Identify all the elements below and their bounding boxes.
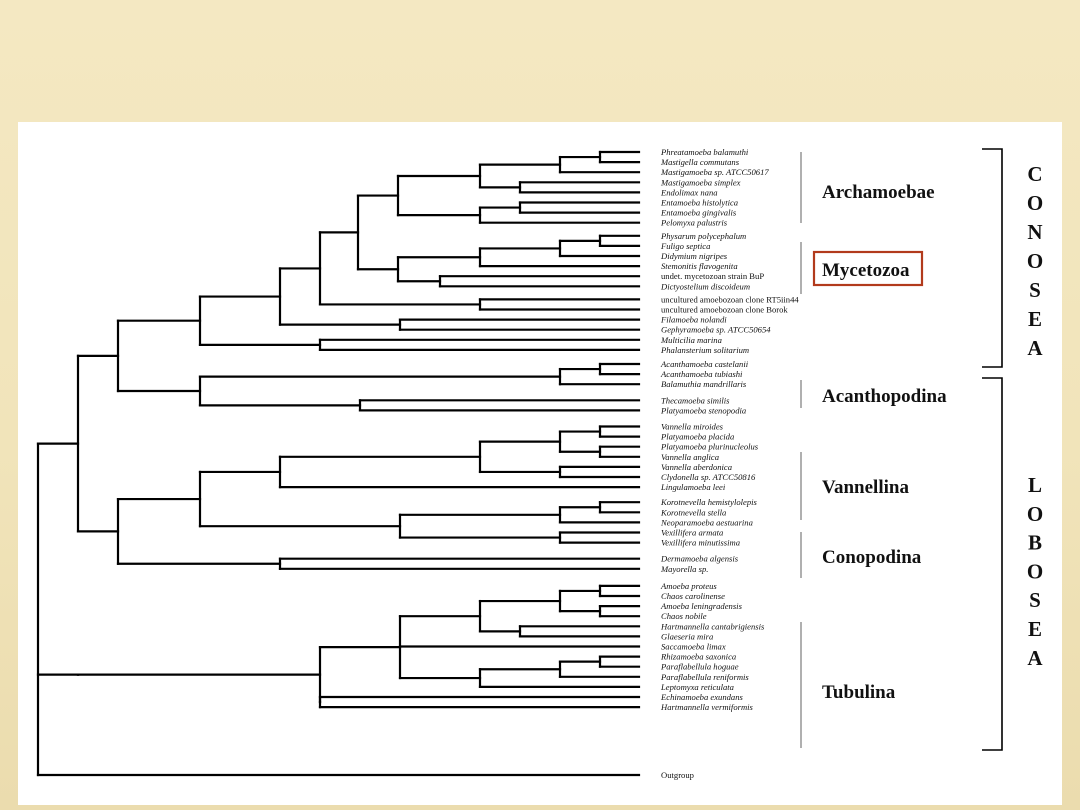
taxon-label: Dictyostelium discoideum bbox=[660, 281, 750, 291]
taxon-label: Korotnevella hemistylolepis bbox=[660, 497, 758, 507]
taxon-label: Fuligo septica bbox=[660, 241, 710, 251]
taxon-label: Filamoeba nolandi bbox=[660, 315, 727, 325]
tree-panel: Phreatamoeba balamuthi Mastigella commuta… bbox=[18, 122, 1062, 805]
taxon-label: Chaos nobile bbox=[661, 611, 707, 621]
taxon-label: Platyamoeba plurinucleolus bbox=[660, 442, 759, 452]
taxon-label: Lingulamoeba leei bbox=[660, 482, 726, 492]
taxon-label: Neoparamoeba aestuarina bbox=[660, 517, 753, 527]
group-label-archamoebae: Archamoebae bbox=[822, 182, 935, 203]
taxon-label: Gephyramoeba sp. ATCC50654 bbox=[661, 325, 771, 335]
group-label-mycetozoa: Mycetozoa bbox=[822, 260, 910, 281]
taxon-label: Platyamoeba stenopodia bbox=[660, 405, 746, 415]
taxon-label: Paraflabellula hoguae bbox=[660, 662, 739, 672]
taxon-label: Multicilia marina bbox=[660, 335, 722, 345]
taxon-label: Vannella miroides bbox=[661, 422, 724, 432]
class-label-letter: N bbox=[1027, 220, 1042, 244]
tree-branches bbox=[36, 150, 641, 777]
taxon-label: Leptomyxa reticulata bbox=[660, 682, 734, 692]
group-label-acanthopodina: Acanthopodina bbox=[822, 386, 947, 407]
conosea-bracket bbox=[982, 148, 1003, 368]
taxon-label: Phalansterium solitarium bbox=[660, 345, 749, 355]
taxon-label: Entamoeba histolytica bbox=[660, 198, 738, 208]
class-label-letter: C bbox=[1027, 162, 1042, 186]
group-label-tubulina: Tubulina bbox=[822, 682, 896, 703]
taxon-label: Acanthamoeba tubiashi bbox=[660, 369, 743, 379]
taxon-label: Hartmannella vermiformis bbox=[660, 702, 754, 712]
taxon-label: Balamuthia mandrillaris bbox=[661, 379, 747, 389]
taxon-label: Amoeba proteus bbox=[660, 581, 717, 591]
class-label-letter: A bbox=[1027, 646, 1043, 670]
taxon-label: Clydonella sp. ATCC50816 bbox=[661, 472, 756, 482]
class-label-letter: B bbox=[1028, 531, 1042, 555]
taxon-label: Vannella aberdonica bbox=[661, 462, 732, 472]
taxon-label: Amoeba leningradensis bbox=[660, 601, 743, 611]
taxon-label: Stemonitis flavogenita bbox=[661, 261, 738, 271]
class-label-letter: E bbox=[1028, 307, 1042, 331]
taxon-label: Thecamoeba similis bbox=[661, 395, 730, 405]
taxon-label: Mastigamoeba sp. ATCC50617 bbox=[660, 167, 769, 177]
taxon-label: Didymium nigripes bbox=[660, 251, 728, 261]
lobosea-bracket bbox=[982, 377, 1003, 751]
mycetozoa-highlight-box bbox=[812, 250, 924, 287]
taxon-label: Korotnevella stella bbox=[660, 507, 726, 517]
class-label-letter: O bbox=[1027, 502, 1043, 526]
taxon-label: Echinamoeba exundans bbox=[660, 692, 744, 702]
class-label-letter: S bbox=[1029, 588, 1041, 612]
taxon-label: Physarum polycephalum bbox=[660, 231, 746, 241]
class-label-letter: L bbox=[1028, 473, 1042, 497]
taxon-label: uncultured amoebozoan clone Borok bbox=[661, 305, 788, 315]
taxon-label: Chaos carolinense bbox=[661, 591, 725, 601]
class-label-letter: O bbox=[1027, 249, 1043, 273]
taxon-label: Mayorella sp. bbox=[660, 564, 708, 574]
class-label-letter: A bbox=[1027, 336, 1043, 360]
taxon-label: Dermamoeba algensis bbox=[660, 554, 739, 564]
taxon-label: undet. mycetozoan strain BuP bbox=[661, 271, 764, 281]
taxon-label: Glaeseria mira bbox=[661, 631, 713, 641]
class-label-letter: S bbox=[1029, 278, 1041, 302]
taxon-label: Mastigamoeba simplex bbox=[660, 177, 741, 187]
taxon-label: Paraflabellula reniformis bbox=[660, 672, 749, 682]
taxon-label: Vexillifera armata bbox=[661, 528, 723, 538]
taxon-label: Rhizamoeba saxonica bbox=[660, 652, 736, 662]
outgroup-label: Outgroup bbox=[661, 770, 694, 780]
taxon-label: Entamoeba gingivalis bbox=[660, 208, 737, 218]
taxon-label: Mastigella commutans bbox=[660, 157, 740, 167]
taxon-label: Saccamoeba limax bbox=[661, 642, 726, 652]
group-label-conopodina: Conopodina bbox=[822, 547, 922, 568]
taxon-label: Phreatamoeba balamuthi bbox=[660, 147, 749, 157]
taxon-label: Pelomyxa palustris bbox=[660, 218, 728, 228]
taxon-label: Hartmannella cantabrigiensis bbox=[660, 621, 765, 631]
class-label-letter: E bbox=[1028, 617, 1042, 641]
taxon-label: Endolimax nana bbox=[660, 187, 718, 197]
taxon-label: Platyamoeba placida bbox=[660, 432, 734, 442]
group-label-vannellina: Vannellina bbox=[822, 477, 909, 498]
taxon-label: Vexillifera minutissima bbox=[661, 538, 740, 548]
class-label-letter: O bbox=[1027, 191, 1043, 215]
class-label-letter: O bbox=[1027, 559, 1043, 583]
taxon-label: Vannella anglica bbox=[661, 452, 719, 462]
taxon-label: Acanthamoeba castelanii bbox=[660, 359, 749, 369]
taxon-label: uncultured amoebozoan clone RT5iin44 bbox=[661, 294, 799, 304]
